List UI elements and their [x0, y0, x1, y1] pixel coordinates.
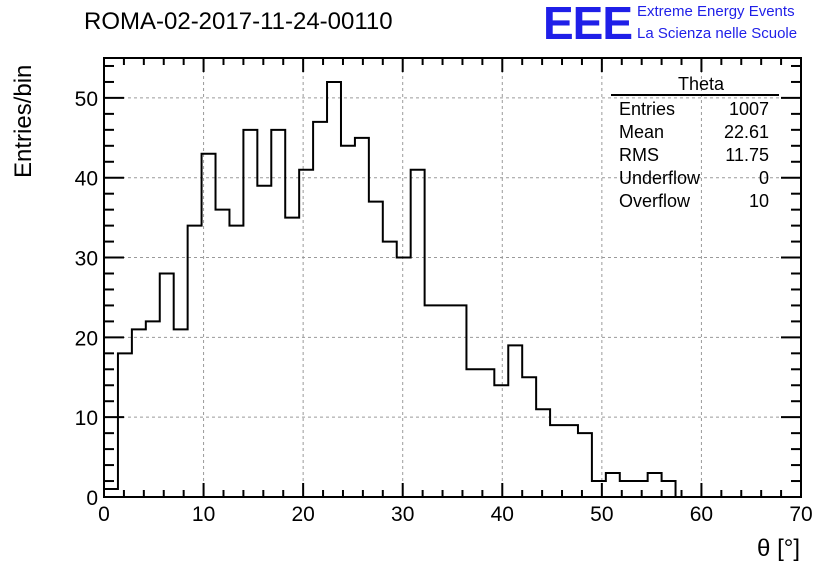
ticks — [103, 58, 802, 498]
stats-value: 10 — [748, 191, 769, 211]
stats-value: 1007 — [728, 99, 769, 119]
histogram-bin — [271, 130, 285, 497]
histogram-bin — [425, 305, 439, 497]
x-tick-label: 40 — [491, 503, 514, 526]
stats-label: Overflow — [619, 191, 691, 211]
x-tick-label: 50 — [590, 503, 613, 526]
histogram-outline — [103, 80, 801, 498]
stats-title: Theta — [677, 74, 725, 94]
histogram-bin — [564, 425, 578, 497]
stats-row-mean: Mean 22.61 — [611, 121, 779, 144]
histogram-bin — [578, 433, 592, 497]
histogram-bin — [411, 170, 425, 497]
logo-tagline-2: La Scienza nelle Scuole — [637, 25, 798, 42]
stats-label: Mean — [619, 122, 665, 142]
eee-logo: EEE — [543, 0, 633, 49]
logo-tagline-1: Extreme Energy Events — [637, 3, 795, 20]
histogram-bin — [160, 274, 174, 497]
y-tick-label: 0 — [86, 487, 98, 510]
histogram-bin — [229, 226, 243, 497]
stats-row-rms: RMS 11.75 — [611, 144, 779, 167]
stats-label: Entries — [619, 99, 676, 119]
histogram-bin — [397, 258, 411, 497]
histogram-bin — [494, 385, 508, 497]
stats-label: RMS — [619, 145, 659, 165]
histogram-bin — [118, 353, 132, 497]
histogram-bin — [522, 377, 536, 497]
y-tick-label: 40 — [75, 168, 98, 191]
stats-row-underflow: Underflow 0 — [611, 167, 779, 190]
histogram-bin — [341, 146, 355, 497]
x-tick-label: 10 — [192, 503, 215, 526]
x-tick-label: 20 — [291, 503, 314, 526]
histogram-bin — [536, 409, 550, 497]
histogram-bin — [243, 130, 257, 497]
histogram-bin — [606, 473, 620, 497]
stats-box: Theta Entries 1007 Mean 22.61 RMS 11.75 … — [611, 74, 779, 213]
histogram-bin — [257, 186, 271, 497]
histogram-bin — [355, 138, 369, 497]
x-tick-label: 70 — [789, 503, 812, 526]
histogram-bin — [132, 329, 146, 497]
histogram-bin — [508, 345, 522, 497]
tick-labels: 0 10 20 30 40 50 60 70 0 10 20 30 40 50 — [75, 88, 813, 526]
stats-divider — [611, 94, 779, 96]
histogram-bin — [327, 82, 341, 497]
stats-value: 22.61 — [723, 122, 769, 142]
histogram-series — [103, 80, 801, 498]
y-axis-title: Entries/bin — [10, 65, 37, 178]
histogram-bin — [188, 226, 202, 497]
histogram-bin — [592, 481, 606, 497]
histogram-bin — [439, 305, 453, 497]
y-tick-label: 50 — [75, 88, 98, 111]
histogram-bin — [146, 321, 160, 497]
stats-row-entries: Entries 1007 — [611, 98, 779, 121]
histogram-bin — [453, 305, 467, 497]
histogram-bin — [216, 210, 230, 497]
y-tick-label: 10 — [75, 407, 98, 430]
stats-row-overflow: Overflow 10 — [611, 190, 779, 213]
histogram-bin — [383, 242, 397, 497]
x-axis-title: θ [°] — [757, 535, 800, 562]
stats-value: 11.75 — [725, 145, 769, 165]
histogram-bin — [299, 170, 313, 497]
histogram-bin — [202, 154, 216, 497]
x-tick-label: 60 — [690, 503, 713, 526]
histogram-bin — [285, 218, 299, 497]
stats-label: Underflow — [619, 168, 701, 188]
chart-title: ROMA-02-2017-11-24-00110 — [84, 8, 393, 35]
histogram-bin — [550, 425, 564, 497]
histogram-bin — [174, 329, 188, 497]
histogram-bin — [662, 481, 676, 497]
x-tick-label: 0 — [98, 503, 110, 526]
histogram-bin — [369, 202, 383, 497]
grid — [104, 58, 801, 497]
histogram-bin — [480, 369, 494, 497]
histogram-bin — [466, 369, 480, 497]
histogram-bin — [104, 489, 118, 497]
y-tick-label: 20 — [75, 327, 98, 350]
y-tick-label: 30 — [75, 248, 98, 271]
stats-value: 0 — [758, 168, 769, 188]
histogram-bin — [648, 473, 662, 497]
plot-frame — [103, 57, 802, 498]
x-tick-label: 30 — [391, 503, 414, 526]
